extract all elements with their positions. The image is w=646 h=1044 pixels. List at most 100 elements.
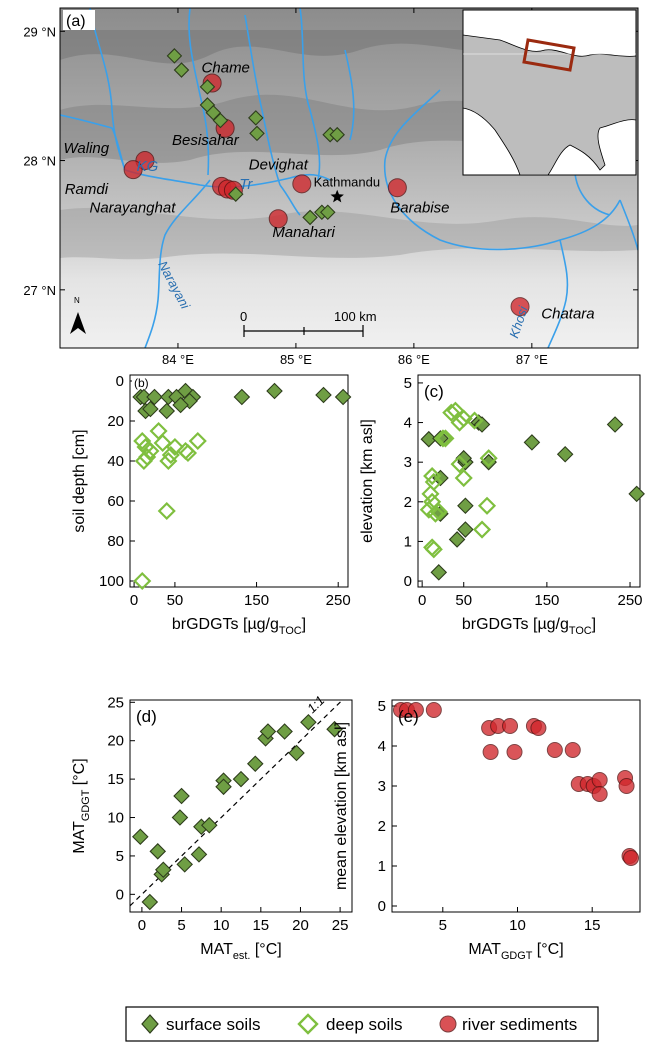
x-tick-label: 150 xyxy=(244,592,269,609)
legend-deep-label: deep soils xyxy=(326,1015,403,1034)
y-tick-label: 10 xyxy=(107,810,124,827)
data-point-surface xyxy=(628,485,645,503)
data-point-surface xyxy=(190,846,208,863)
y-axis-label: elevation [km asl] xyxy=(359,419,376,543)
data-point-surface xyxy=(606,416,624,433)
data-point-deep xyxy=(424,540,443,559)
y-tick-label: 1 xyxy=(404,533,412,550)
data-point-surface xyxy=(315,386,332,404)
plot-frame xyxy=(417,374,641,588)
legend-surface-marker xyxy=(141,1014,159,1034)
panel-b-soil-depth: 0 50 150 250 0 20 40 60 80 100 (b) brGDGTs [µg/gTOC… xyxy=(71,373,352,637)
map-panel: 84 °E 85 °E 86 °E 87 °E 29 °N 28 °N 27 °N Cha… xyxy=(23,7,639,367)
map-river-site xyxy=(510,297,530,317)
kathmandu-star-icon xyxy=(330,189,344,203)
data-point-deep xyxy=(421,484,440,503)
map-surface-site xyxy=(227,186,244,202)
map-surface-site xyxy=(205,104,222,121)
y-tick-label: 20 xyxy=(107,733,124,750)
inset-map xyxy=(462,9,637,176)
map-frame xyxy=(59,7,639,349)
data-point-deep xyxy=(178,443,198,463)
north-arrow-icon: N xyxy=(70,296,86,334)
map-surface-site xyxy=(248,110,264,126)
data-point-river xyxy=(591,786,608,802)
data-point-surface xyxy=(420,430,438,448)
data-point-surface xyxy=(155,861,172,879)
x-tick-label: 0 xyxy=(418,592,426,609)
y-tick-label: 5 xyxy=(404,375,412,392)
panel-label-bg xyxy=(132,376,152,388)
panel-label: (e) xyxy=(398,707,419,726)
data-point-deep xyxy=(188,431,207,451)
legend-deep-marker xyxy=(297,1013,319,1035)
data-point-river xyxy=(506,744,523,760)
map-surface-site xyxy=(319,204,336,221)
data-point-river xyxy=(623,850,640,866)
map-lat-label: 28 °N xyxy=(23,154,56,169)
data-point-river xyxy=(618,778,635,794)
map-place-label: Narayanghat xyxy=(89,199,176,216)
data-point-river xyxy=(482,744,499,760)
data-point-surface xyxy=(246,755,264,773)
data-point-deep xyxy=(454,409,473,428)
legend-river-label: river sediments xyxy=(462,1015,577,1034)
data-point-surface xyxy=(173,787,190,805)
x-axis-label: MATGDGT [°C] xyxy=(468,941,563,962)
data-point-surface xyxy=(142,400,159,418)
panel-label: (b) xyxy=(134,376,149,390)
x-tick-label: 0 xyxy=(138,917,146,934)
map-place-label: Devighat xyxy=(249,157,309,174)
data-point-deep xyxy=(159,451,178,471)
y-tick-label: 25 xyxy=(107,694,124,711)
map-place-label: Ramdi xyxy=(65,181,109,198)
y-tick-label: 0 xyxy=(404,573,412,590)
data-point-surface xyxy=(158,402,176,420)
data-point-deep xyxy=(472,520,492,539)
map-surface-site xyxy=(249,125,265,142)
data-point-surface xyxy=(232,770,250,788)
data-point-deep xyxy=(454,468,473,488)
x-tick-label: 25 xyxy=(332,917,349,934)
data-point-surface xyxy=(288,744,305,762)
data-point-surface xyxy=(176,856,193,873)
data-point-deep xyxy=(450,413,469,432)
scale-bar-zero: 0 xyxy=(240,309,247,324)
y-tick-label: 4 xyxy=(404,415,412,432)
data-point-surface xyxy=(149,843,167,860)
data-point-surface xyxy=(201,816,218,834)
x-tick-label: 15 xyxy=(584,917,601,934)
one-to-one-label: 1:1 xyxy=(304,693,327,716)
map-latitude-labels: 29 °N 28 °N 27 °N xyxy=(23,24,56,298)
data-point-deep xyxy=(165,437,184,457)
map-place-label: Waling xyxy=(64,140,110,157)
data-point-surface xyxy=(215,778,232,796)
y-axis-label: mean elevation [km asl] xyxy=(333,722,350,890)
map-lon-label: 87 °E xyxy=(516,352,548,367)
x-axis-label: MATest. [°C] xyxy=(200,941,281,962)
data-point-surface xyxy=(146,388,163,406)
data-point-surface xyxy=(473,416,491,433)
data-point-surface xyxy=(276,723,293,740)
scale-bar-end: 100 km xyxy=(334,309,377,324)
y-tick-label: 20 xyxy=(107,413,124,430)
plot-frame xyxy=(391,699,641,913)
data-point-deep xyxy=(479,449,498,468)
map-river-site xyxy=(292,174,312,194)
y-tick-label: 5 xyxy=(378,698,386,715)
map-surface-site xyxy=(302,209,318,226)
data-point-deep xyxy=(153,433,172,453)
y-tick-label: 1 xyxy=(378,858,386,875)
data-point-deep xyxy=(450,455,469,474)
x-tick-label: 150 xyxy=(534,592,559,609)
data-point-river xyxy=(530,720,547,736)
y-axis-label: soil depth [cm] xyxy=(71,429,88,532)
y-tick-label: 80 xyxy=(107,533,124,550)
map-place-label: Chame xyxy=(202,60,250,77)
panel-a-label-bg xyxy=(63,10,95,30)
map-lat-label: 29 °N xyxy=(23,24,56,39)
map-surface-site xyxy=(329,126,345,143)
x-tick-label: 0 xyxy=(130,592,138,609)
map-river-site xyxy=(387,178,407,198)
map-place-label: Chatara xyxy=(541,305,594,322)
